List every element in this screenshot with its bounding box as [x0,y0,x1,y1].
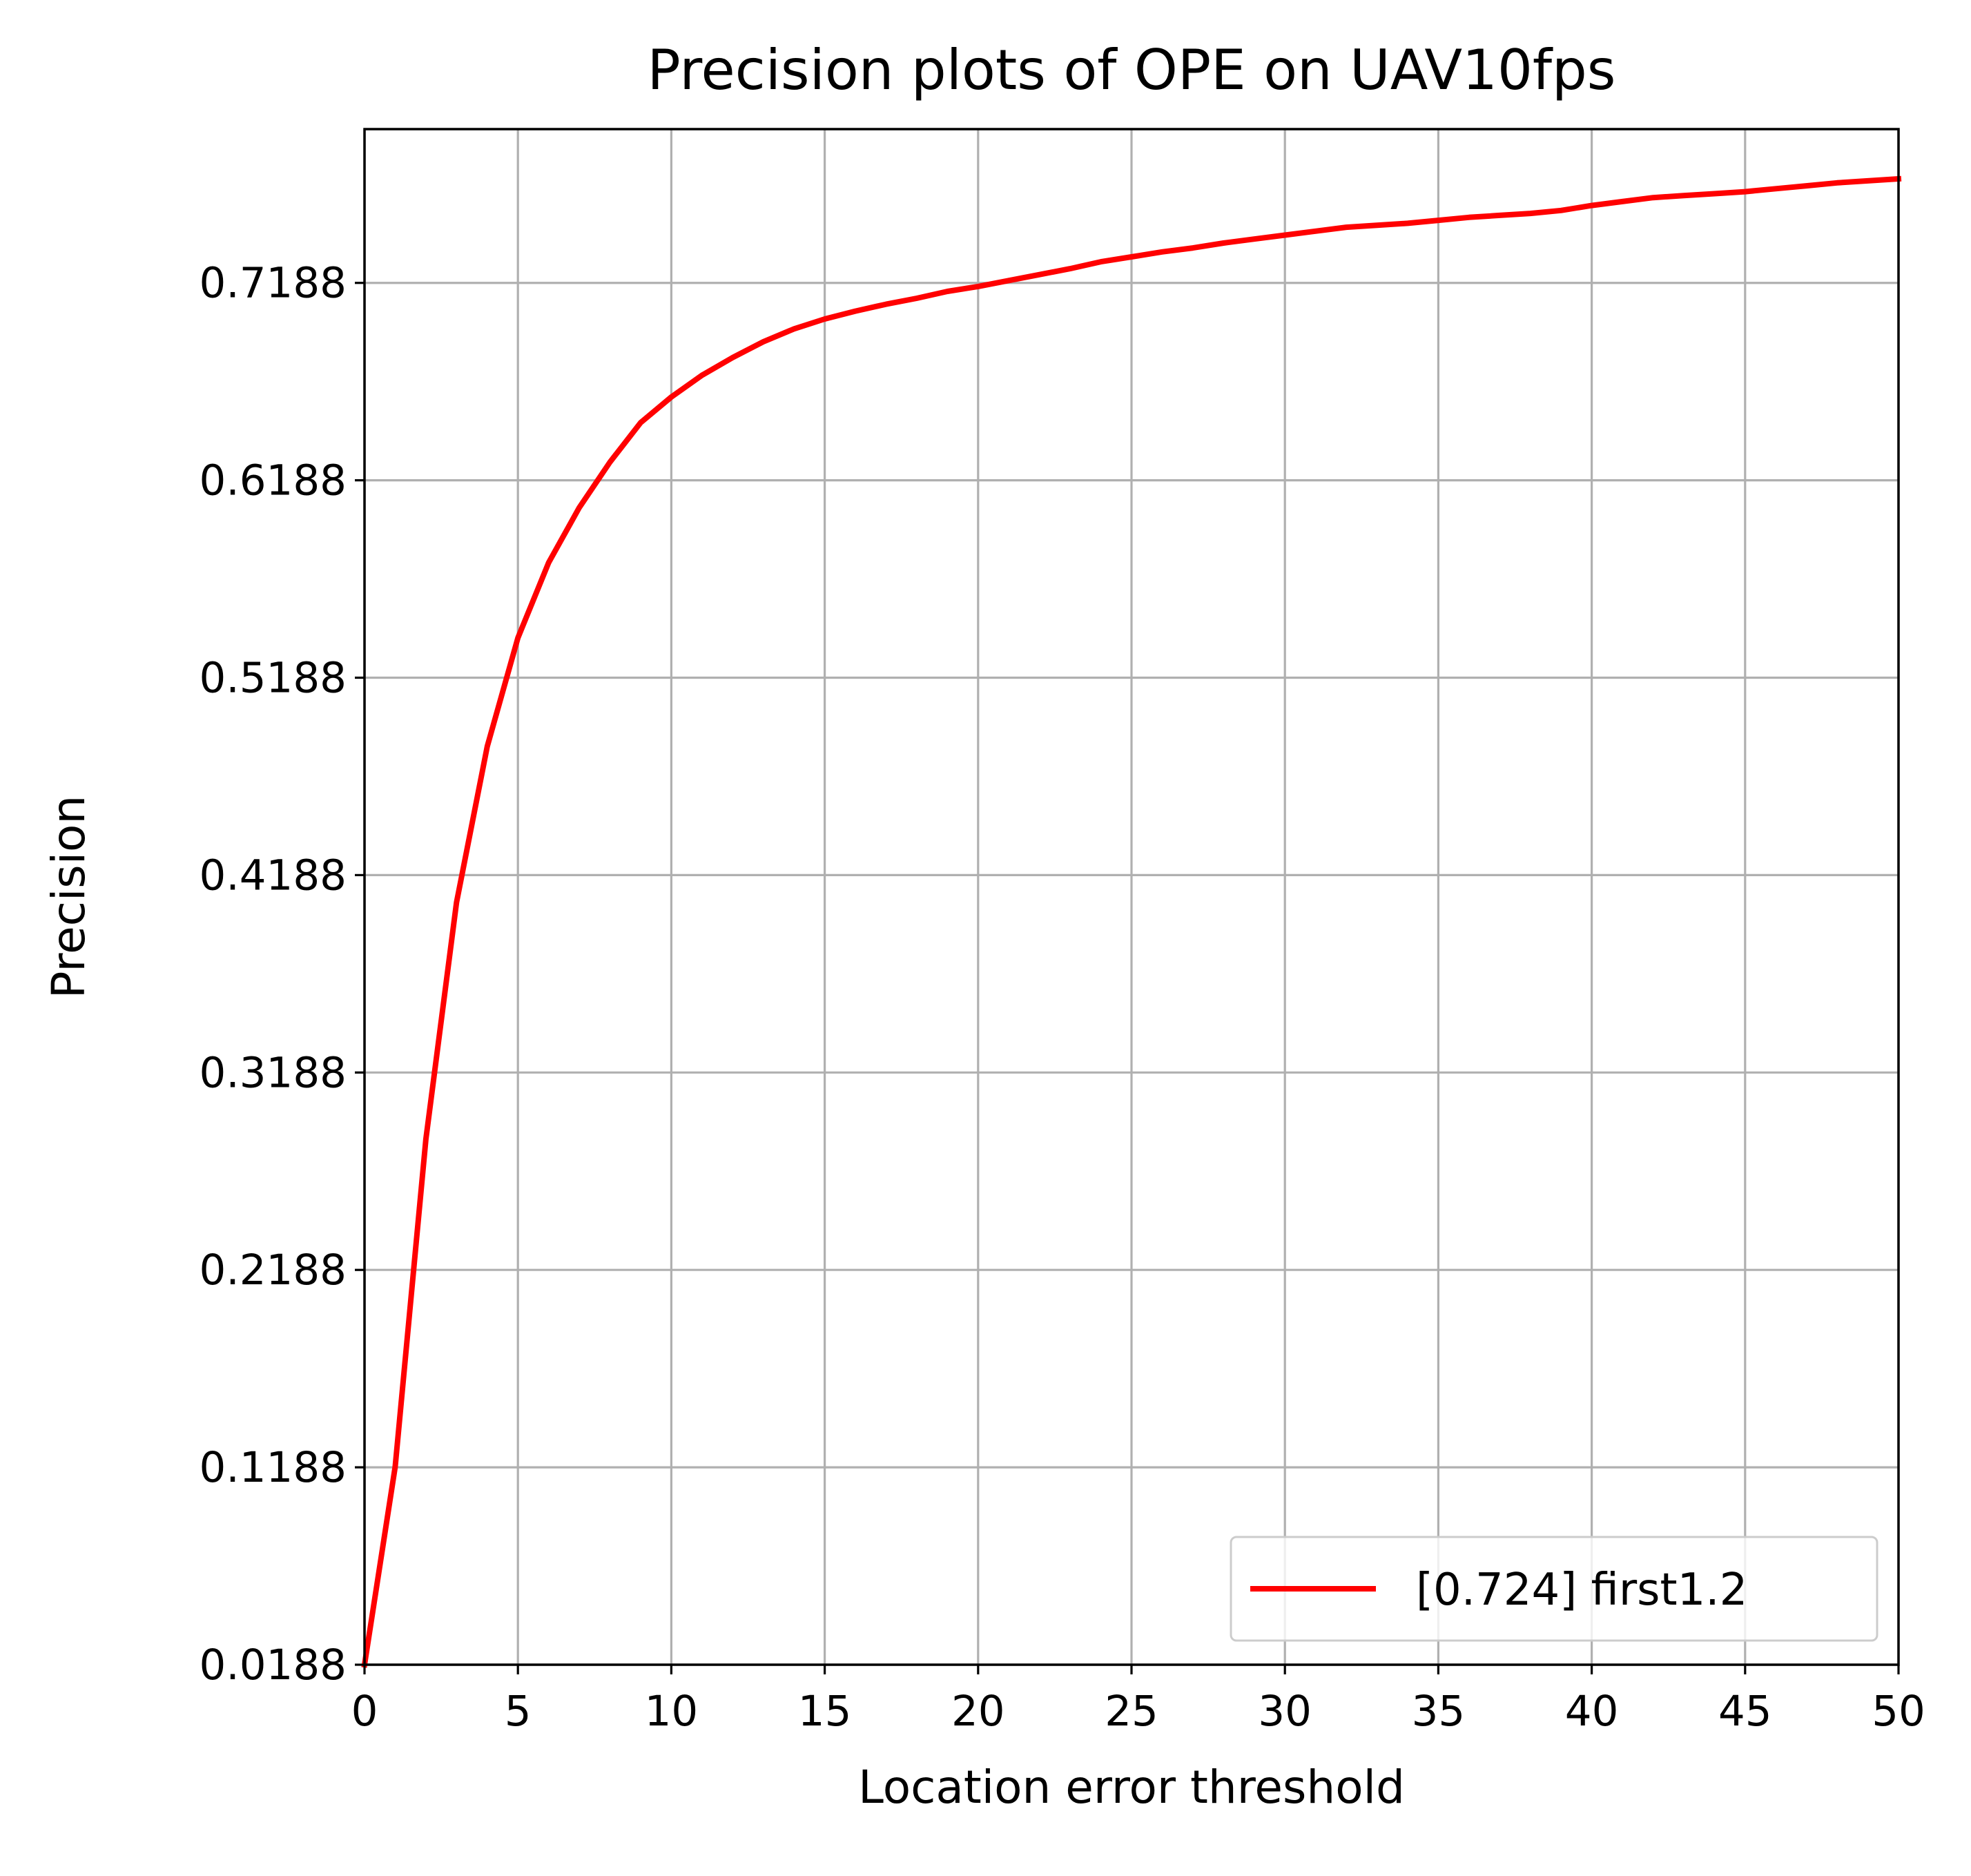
legend: [0.724] first1.2 [1230,1536,1878,1642]
y-tick-label: 0.2188 [200,1246,347,1295]
x-tick-label: 0 [351,1687,378,1736]
x-tick-label: 30 [1258,1687,1312,1736]
x-tick-label: 50 [1872,1687,1925,1736]
x-tick-label: 45 [1718,1687,1772,1736]
chart-title: Precision plots of OPE on UAV10fps [648,38,1616,102]
legend-box [1230,1536,1878,1642]
y-tick-label: 0.7188 [200,259,347,308]
x-tick-label: 10 [645,1687,699,1736]
x-tick-label: 35 [1412,1687,1466,1736]
legend-label: [0.724] first1.2 [1416,1565,1747,1616]
y-tick-label: 0.6188 [200,456,347,505]
x-tick-label: 25 [1105,1687,1158,1736]
x-tick-label: 5 [505,1687,532,1736]
y-tick-label: 0.0188 [200,1641,347,1690]
y-tick-label: 0.3188 [200,1048,347,1097]
series-layer [361,175,1902,1668]
x-tick-label: 20 [951,1687,1005,1736]
y-tick-label: 0.4188 [200,851,347,900]
y-axis-label: Precision [42,795,95,999]
y-tick-label: 0.1188 [200,1443,347,1492]
x-axis-label: Location error threshold [858,1761,1405,1814]
series-line [361,175,1902,1668]
ticks: 0 5 10 15 20 25 30 35 40 45 50 0.0188 0.1188 0.2188 0.… [200,259,1925,1736]
y-tick-label: 0.5188 [200,654,347,703]
x-tick-label: 15 [798,1687,852,1736]
x-tick-label: 40 [1565,1687,1619,1736]
